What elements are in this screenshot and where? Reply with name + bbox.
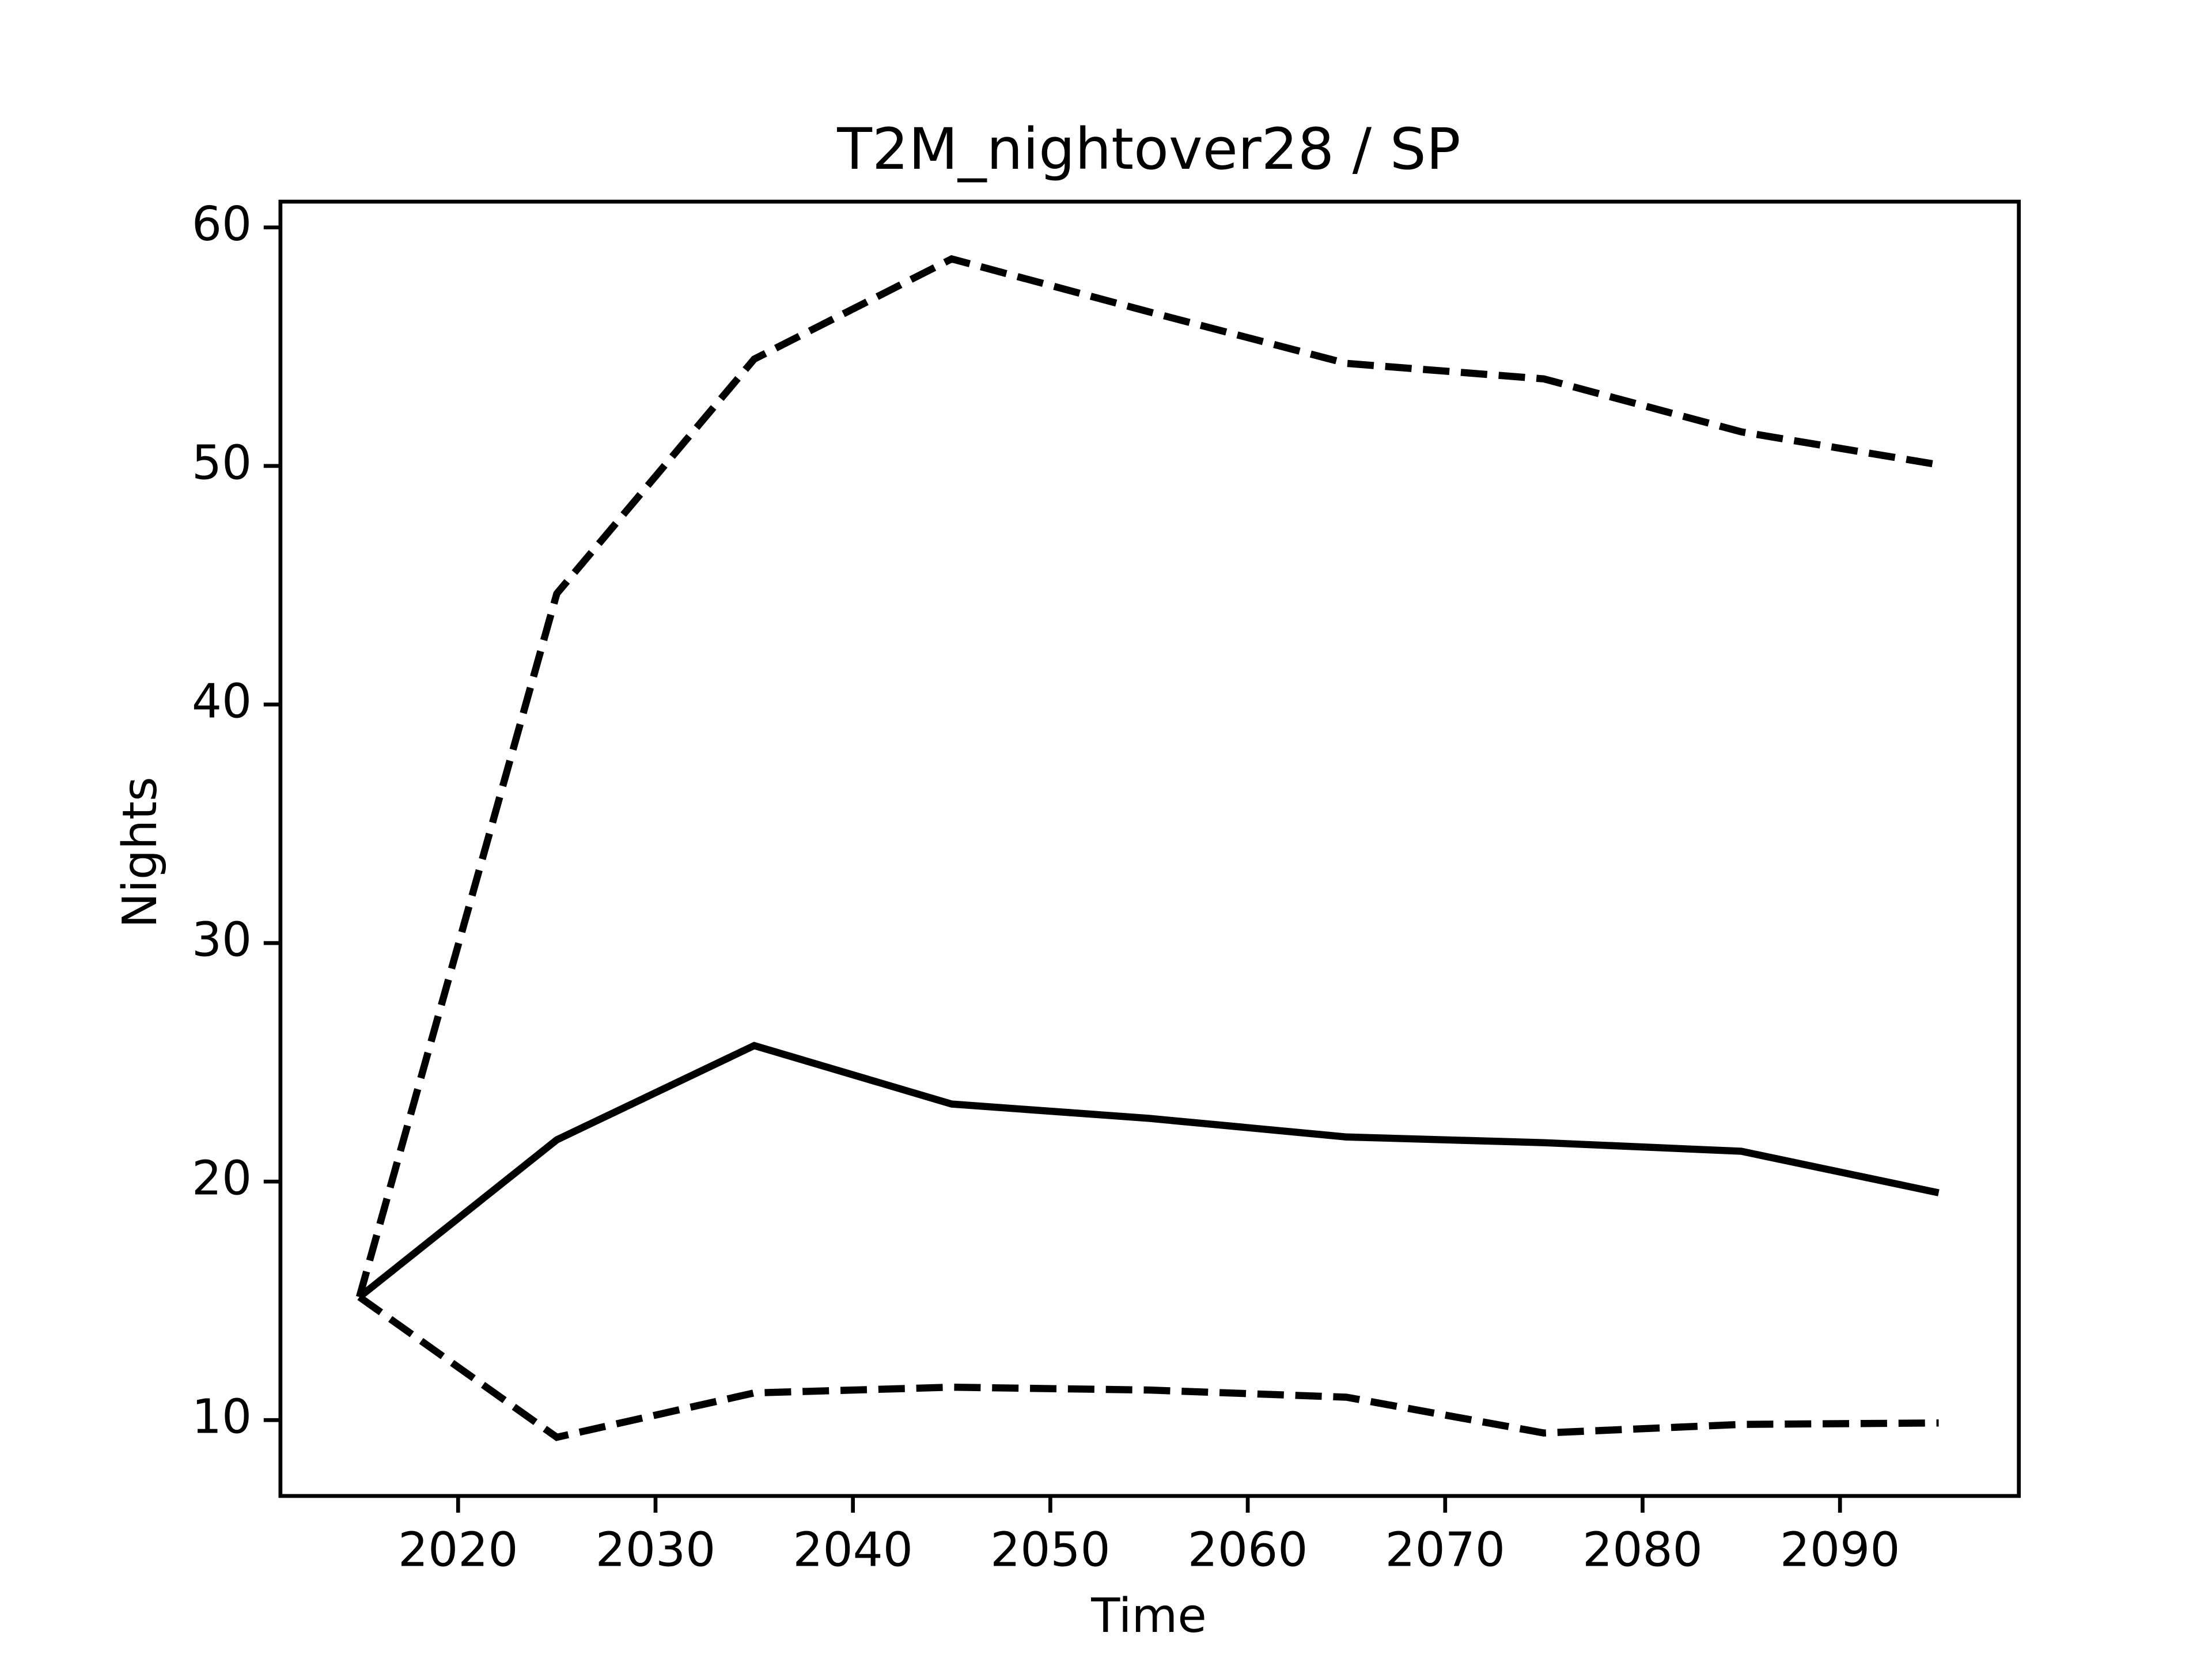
x-axis-label: Time (1090, 1589, 1207, 1643)
line-series (355, 255, 1940, 1298)
chart-title: T2M_nightover28 / SP (836, 116, 1460, 183)
x-tick-label: 2060 (1188, 1523, 1308, 1578)
y-axis-label: Nights (113, 777, 168, 928)
plot-frame (278, 199, 2021, 1498)
line-series (357, 1041, 1940, 1300)
y-tick-label: 50 (192, 435, 252, 490)
x-tick-label: 2040 (793, 1523, 913, 1578)
x-tick-label: 2090 (1780, 1523, 1900, 1578)
y-tick-label: 40 (192, 674, 252, 729)
y-tick-label: 10 (192, 1390, 252, 1445)
line-series (357, 1294, 1939, 1441)
y-tick-label: 60 (192, 197, 252, 252)
y-tick-label: 20 (192, 1152, 252, 1206)
x-tick-label: 2020 (398, 1523, 518, 1578)
x-tick-label: 2080 (1582, 1523, 1703, 1578)
x-tick-label: 2050 (990, 1523, 1111, 1578)
x-tick-label: 2030 (596, 1523, 716, 1578)
y-tick-label: 30 (192, 913, 252, 968)
x-tick-label: 2070 (1385, 1523, 1505, 1578)
